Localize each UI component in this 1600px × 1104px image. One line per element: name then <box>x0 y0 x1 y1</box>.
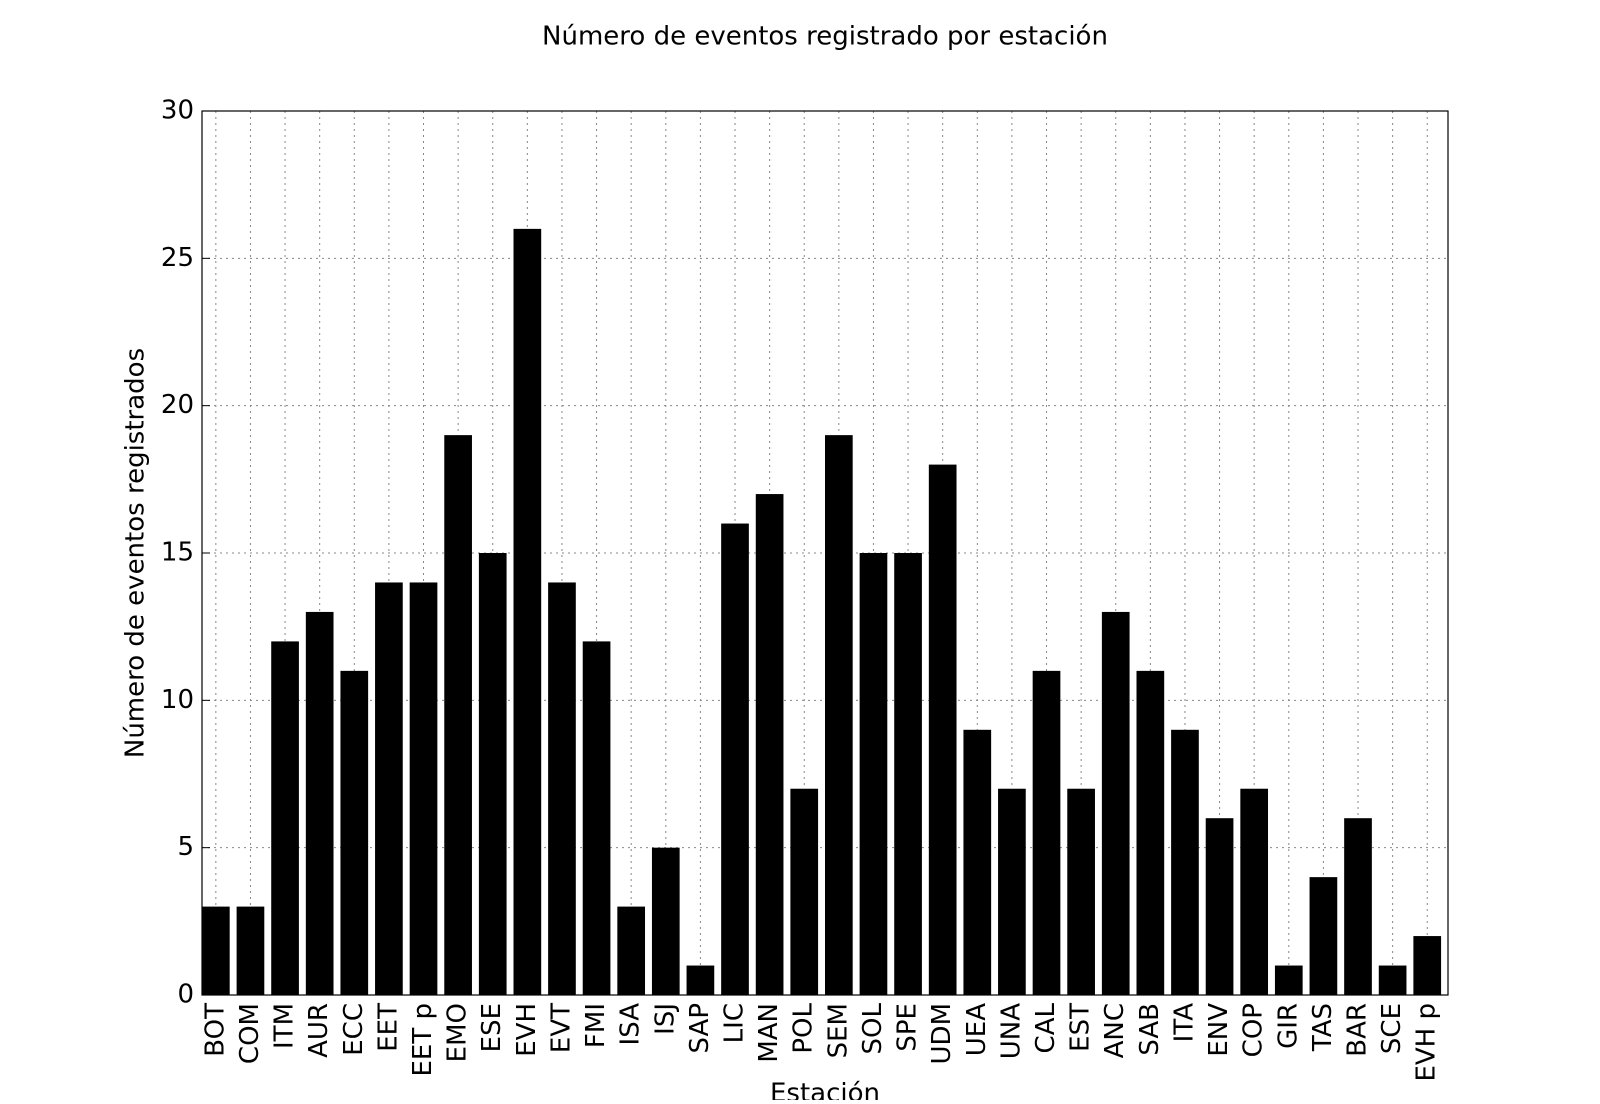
bar <box>409 582 438 995</box>
x-tick-label: ITM <box>270 1003 300 1049</box>
x-tick-label: ISJ <box>650 1003 680 1035</box>
x-tick-label: EET p <box>408 1003 438 1077</box>
plot-frame <box>201 110 1449 996</box>
bar <box>202 906 230 995</box>
x-tick-label: LIC <box>720 1003 750 1043</box>
bar <box>478 553 507 995</box>
x-tick-label: ANC <box>1100 1003 1130 1058</box>
x-tick-label: SEM <box>823 1003 853 1058</box>
x-tick-label: CAL <box>1031 1002 1061 1053</box>
bar <box>1032 670 1061 995</box>
bar <box>617 906 646 995</box>
x-tick-label: BOT <box>200 1003 230 1057</box>
x-tick-label: AUR <box>304 1003 334 1058</box>
bar <box>548 582 576 995</box>
y-tick-label: 30 <box>161 96 194 126</box>
x-tick-label: EVH <box>512 1003 542 1057</box>
y-tick-label: 5 <box>177 832 194 862</box>
bar <box>444 435 472 996</box>
x-tick-label: SAB <box>1135 1003 1165 1056</box>
bar <box>686 965 715 995</box>
x-tick-label: TAS <box>1308 1003 1338 1052</box>
bar <box>928 464 957 996</box>
bar <box>271 641 299 995</box>
bar <box>375 582 403 995</box>
bar <box>894 553 922 995</box>
y-tick-label: 10 <box>161 685 194 715</box>
x-tick-label: FMI <box>581 1003 611 1048</box>
y-tick-label: 25 <box>161 243 194 273</box>
x-tick-label: POL <box>789 1002 819 1053</box>
x-tick-label: UNA <box>996 1003 1026 1059</box>
x-tick-label: EVH p <box>1412 1003 1442 1082</box>
bar <box>998 788 1026 995</box>
y-axis-label: Número de eventos registrados <box>121 348 151 758</box>
bar <box>236 906 265 995</box>
x-tick-label: SOL <box>858 1003 888 1055</box>
x-tick-label: ESE <box>477 1003 507 1052</box>
x-tick-label: ENV <box>1204 1003 1234 1057</box>
x-axis-label: Estación <box>770 1079 880 1101</box>
bar <box>1171 729 1199 995</box>
x-tick-label: SAP <box>685 1003 715 1053</box>
bar <box>651 847 680 995</box>
bar <box>340 670 369 995</box>
y-tick-label: 0 <box>177 980 194 1010</box>
bar <box>582 641 611 995</box>
x-tick-label: COP <box>1239 1003 1269 1057</box>
bar <box>1136 670 1165 995</box>
bar <box>1344 818 1372 995</box>
x-tick-label: GIR <box>1273 1003 1303 1049</box>
x-tick-label: UEA <box>962 1003 992 1056</box>
x-tick-label: EVT <box>546 1003 576 1053</box>
x-tick-label: SPE <box>893 1003 923 1052</box>
bar <box>1309 877 1338 995</box>
x-tick-label: COM <box>235 1003 265 1064</box>
bar <box>1274 965 1303 995</box>
bar <box>721 523 749 995</box>
bar <box>1413 936 1442 995</box>
x-tick-label: BAR <box>1343 1003 1373 1057</box>
x-tick-label: EMO <box>443 1003 473 1062</box>
x-tick-label: UDM <box>927 1003 957 1064</box>
bar <box>513 228 542 995</box>
chart-title: Número de eventos registrado por estació… <box>542 22 1108 52</box>
bar <box>305 611 334 995</box>
x-tick-label: ISA <box>616 1003 646 1046</box>
bar <box>859 553 888 995</box>
y-tick-label: 20 <box>161 390 194 420</box>
y-tick-label: 15 <box>161 538 194 568</box>
bar <box>1240 788 1269 995</box>
x-tick-label: EST <box>1066 1003 1096 1052</box>
x-tick-label: MAN <box>754 1003 784 1063</box>
x-tick-label: ITA <box>1169 1003 1199 1043</box>
bar <box>1205 818 1234 995</box>
bar <box>825 435 853 996</box>
x-tick-label: ECC <box>339 1003 369 1056</box>
x-tick-label: SCE <box>1377 1003 1407 1054</box>
bar <box>1101 611 1130 995</box>
bar <box>1067 788 1095 995</box>
bar <box>755 494 784 995</box>
bar <box>963 729 992 995</box>
bar <box>790 788 819 995</box>
bar <box>1378 965 1407 995</box>
x-tick-label: EET <box>373 1003 403 1052</box>
